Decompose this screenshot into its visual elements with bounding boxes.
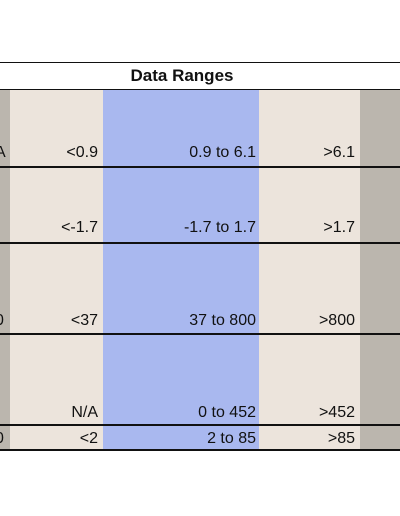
row-1-edge-cell: A xyxy=(0,144,6,161)
row-5-edge-cell: 0 xyxy=(0,430,6,448)
row-divider xyxy=(0,424,400,426)
row-5-low-cell: <2 xyxy=(79,430,98,447)
mid-range-column xyxy=(103,90,259,450)
row-2-high-cell: >1.7 xyxy=(323,219,355,236)
row-1-low-cell: <0.9 xyxy=(66,144,98,161)
row-5-high-cell: >85 xyxy=(327,430,355,447)
row-divider xyxy=(0,242,400,244)
row-3-edge-cell: 0 xyxy=(0,312,6,330)
row-3-high-cell: >800 xyxy=(318,312,355,329)
row-divider xyxy=(0,166,400,168)
row-5-mid-cell: 2 to 85 xyxy=(207,430,256,447)
row-4-low-cell: N/A xyxy=(71,404,98,421)
row-4-edge-cell: . xyxy=(0,404,6,422)
row-3-mid-cell: 37 to 800 xyxy=(189,312,256,329)
row-1-mid-cell: 0.9 to 6.1 xyxy=(189,144,256,161)
high-range-column xyxy=(259,90,360,450)
row-divider xyxy=(0,333,400,335)
row-2-low-cell: <-1.7 xyxy=(61,219,98,236)
row-1-high-cell: >6.1 xyxy=(323,144,355,161)
left-edge-column xyxy=(0,90,10,450)
table-header: Data Ranges xyxy=(0,62,400,90)
row-3-low-cell: <37 xyxy=(70,312,98,329)
row-2-mid-cell: -1.7 to 1.7 xyxy=(183,219,256,236)
table-bottom-border xyxy=(0,449,400,451)
right-edge-column xyxy=(360,90,400,450)
table-title: Data Ranges xyxy=(130,66,234,85)
row-4-mid-cell: 0 to 452 xyxy=(198,404,256,421)
low-range-column xyxy=(10,90,103,450)
row-4-high-cell: >452 xyxy=(318,404,355,421)
